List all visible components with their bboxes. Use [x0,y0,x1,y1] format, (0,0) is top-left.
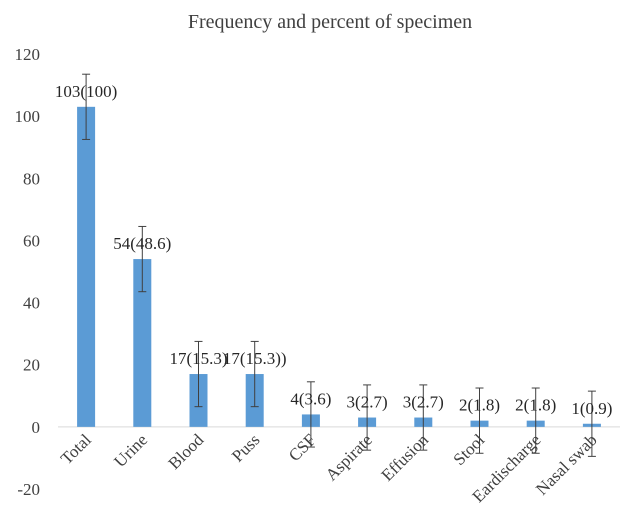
bar-total [77,106,96,427]
data-labels: 103(100) 54(48.6) 17(15.3)17(15.3)) 4(3.6) 3… [55,82,613,418]
x-tick-label: Aspirate [322,430,376,484]
x-tick-label: Stool [450,430,489,469]
error-bar [250,340,259,408]
y-tick-label: -20 [17,480,40,499]
x-tick-label: Total [57,430,95,468]
data-label: 17(15.3) [169,349,227,368]
data-label: 17(15.3)) [223,349,287,368]
error-bar [194,340,203,408]
y-tick-label: 40 [23,294,40,313]
y-tick-label: 100 [15,107,41,126]
error-bar [363,384,372,451]
x-tick-label: Effusion [378,430,433,485]
x-tick-label: Urine [110,430,151,471]
data-label: 1(0.9) [571,399,612,418]
y-tick-label: 0 [32,418,41,437]
x-tick-labels: Total Urine Blood Puss CSF Aspirate Effusion St… [57,430,601,506]
error-bar [419,384,428,451]
y-tick-label: 120 [15,45,41,64]
x-tick-label: Blood [165,430,208,473]
bars [77,106,601,427]
y-axis: -20 0 20 40 60 80 100 120 [15,45,41,499]
error-bar [306,381,315,448]
y-tick-label: 20 [23,356,40,375]
data-label: 54(48.6) [113,234,171,253]
error-bar [138,225,147,293]
x-tick-label: CSF [285,430,320,465]
data-label: 2(1.8) [515,396,556,415]
y-tick-label: 60 [23,231,40,250]
bar-urine [133,259,152,427]
error-bar [587,390,596,457]
x-tick-label: Puss [228,430,263,465]
data-label: 4(3.6) [290,389,331,408]
error-bar [82,73,91,140]
error-bars [82,73,596,457]
error-bar [531,387,540,454]
y-tick-label: 80 [23,169,40,188]
data-label: 3(2.7) [403,393,444,412]
data-label: 2(1.8) [459,396,500,415]
x-tick-label: Nasal swab [532,430,601,499]
data-label: 103(100) [55,82,117,101]
chart-title: Frequency and percent of specimen [188,11,472,33]
error-bar [475,387,484,454]
data-label: 3(2.7) [347,393,388,412]
